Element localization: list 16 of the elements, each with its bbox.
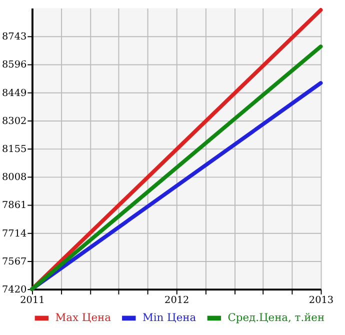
y-tick-label: 7420 — [2, 284, 27, 296]
y-tick-label: 7861 — [2, 200, 27, 212]
y-tick-label: 8155 — [2, 144, 27, 155]
y-tick-label: 7567 — [2, 256, 27, 268]
y-tick-label: 8743 — [2, 32, 27, 43]
y-tick-label: 8302 — [2, 116, 27, 127]
x-tick-label: 2011 — [20, 295, 45, 306]
x-tick-label: 2012 — [164, 295, 190, 306]
y-tick-label: 8008 — [2, 172, 27, 184]
y-tick-label: 8596 — [2, 60, 27, 71]
y-tick-label: 7714 — [2, 228, 27, 240]
legend-label: Max Цена — [55, 311, 112, 324]
legend-label: Min Цена — [142, 311, 197, 324]
y-tick-label: 8449 — [2, 88, 27, 99]
x-tick-label: 2013 — [308, 295, 334, 306]
legend-label: Сред.Цена, т.йен — [228, 311, 325, 324]
